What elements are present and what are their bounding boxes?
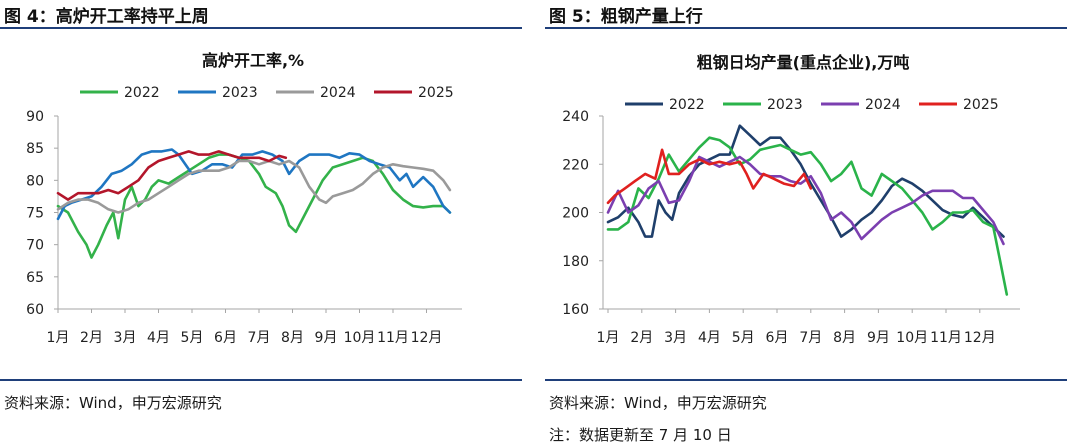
series-line-2023 xyxy=(56,148,452,221)
x-tick-label: 3月 xyxy=(664,330,687,346)
y-tick-label: 70 xyxy=(26,238,44,254)
chart-title: 粗钢日均产量(重点企业),万吨 xyxy=(697,53,910,72)
chart-title: 高炉开工率,% xyxy=(202,51,304,70)
series-line-2024 xyxy=(56,159,452,214)
figure-title: 图 5：粗钢产量上行 xyxy=(549,7,703,27)
y-tick-label: 60 xyxy=(26,302,44,318)
x-tick-label: 8月 xyxy=(281,330,304,346)
series-line-2025 xyxy=(56,150,288,201)
x-tick-label: 2月 xyxy=(80,330,103,346)
series-line-2023 xyxy=(606,136,1009,296)
legend-label-2022: 2022 xyxy=(669,97,705,113)
update-note: 注：数据更新至 7 月 10 日 xyxy=(549,426,732,444)
figure-title: 图 4：高炉开工率持平上周 xyxy=(4,7,209,27)
x-tick-label: 11月 xyxy=(930,330,962,346)
legend-label-2025: 2025 xyxy=(963,97,999,113)
x-tick-label: 6月 xyxy=(766,330,789,346)
x-tick-label: 1月 xyxy=(47,330,70,346)
y-tick-label: 240 xyxy=(562,109,589,125)
source-note: 资料来源：Wind，申万宏源研究 xyxy=(549,394,767,412)
x-tick-label: 1月 xyxy=(597,330,620,346)
bottom-rule xyxy=(545,379,1067,381)
y-tick-label: 160 xyxy=(562,302,589,318)
title-rule xyxy=(545,27,1067,29)
x-tick-label: 4月 xyxy=(698,330,721,346)
legend-label-2024: 2024 xyxy=(865,97,901,113)
panel-blast-furnace: 图 4：高炉开工率持平上周 高炉开工率,% 2022 2023 2024 2025 60 6… xyxy=(0,0,535,445)
x-tick-label: 9月 xyxy=(315,330,338,346)
y-tick-label: 65 xyxy=(26,270,44,286)
x-tick-label: 10月 xyxy=(896,330,928,346)
legend-label-2025: 2025 xyxy=(418,85,454,101)
x-tick-label: 7月 xyxy=(248,330,271,346)
bottom-rule xyxy=(0,379,522,381)
x-tick-label: 12月 xyxy=(411,330,443,346)
legend-label-2022: 2022 xyxy=(124,85,160,101)
x-tick-label: 7月 xyxy=(799,330,822,346)
title-rule xyxy=(0,27,522,29)
x-tick-label: 5月 xyxy=(732,330,755,346)
series-line-2022 xyxy=(606,124,1005,238)
x-tick-label: 10月 xyxy=(344,330,376,346)
y-tick-label: 80 xyxy=(26,173,44,189)
y-tick-label: 75 xyxy=(26,206,44,222)
x-tick-label: 11月 xyxy=(377,330,409,346)
panel-crude-steel: 图 5：粗钢产量上行 粗钢日均产量(重点企业),万吨 2022 2023 2024 20… xyxy=(545,0,1080,445)
y-tick-label: 85 xyxy=(26,141,44,157)
legend-label-2023: 2023 xyxy=(222,85,258,101)
x-tick-label: 4月 xyxy=(147,330,170,346)
y-tick-label: 200 xyxy=(562,206,589,222)
crude-steel-chart: 粗钢日均产量(重点企业),万吨 2022 2023 2024 2025 160 180 200… xyxy=(562,53,1020,346)
x-tick-label: 12月 xyxy=(964,330,996,346)
series-line-2022 xyxy=(56,153,452,259)
y-tick-label: 180 xyxy=(562,254,589,270)
source-note: 资料来源：Wind，申万宏源研究 xyxy=(4,394,222,412)
series-line-2025 xyxy=(606,148,813,205)
y-tick-label: 220 xyxy=(562,157,589,173)
x-tick-label: 2月 xyxy=(630,330,653,346)
blast-furnace-chart: 高炉开工率,% 2022 2023 2024 2025 60 65 70 75 80 85 90 1月 2… xyxy=(26,51,462,346)
x-tick-label: 8月 xyxy=(833,330,856,346)
legend-label-2024: 2024 xyxy=(320,85,356,101)
x-tick-label: 6月 xyxy=(214,330,237,346)
x-tick-label: 5月 xyxy=(181,330,204,346)
legend-label-2023: 2023 xyxy=(767,97,803,113)
x-tick-label: 3月 xyxy=(114,330,137,346)
y-tick-label: 90 xyxy=(26,109,44,125)
x-tick-label: 9月 xyxy=(867,330,890,346)
